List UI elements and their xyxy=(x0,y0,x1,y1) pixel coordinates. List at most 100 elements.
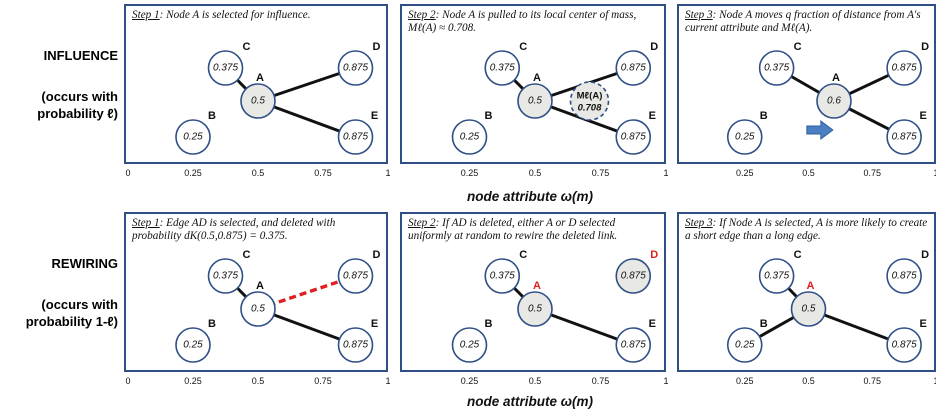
step-description: : Edge AD is selected, and deleted with … xyxy=(132,217,336,242)
axis-tick-label: 1 xyxy=(933,376,936,386)
axis-title: node attribute ω(m) xyxy=(466,394,593,409)
axis-tick-label: 0.5 xyxy=(528,168,542,178)
node-value: 0.875 xyxy=(343,340,368,351)
node-value: 0.5 xyxy=(528,96,542,107)
step-label: Step 1 xyxy=(132,9,160,21)
node-d: 0.875 D xyxy=(337,249,381,294)
axis-tick-label: 1 xyxy=(663,168,669,178)
node-value: 0.875 xyxy=(621,63,646,74)
node-label: E xyxy=(919,318,926,330)
node-value: 0.875 xyxy=(621,271,646,282)
node-d: 0.875 D xyxy=(615,41,658,86)
row-title-influence: INFLUENCE xyxy=(43,48,118,63)
panel-caption: Step 1: Node A is selected for influence… xyxy=(132,9,382,22)
panel-influence-step-1: Step 1: Node A is selected for influence… xyxy=(124,4,388,164)
node-b: 0.25 B xyxy=(451,318,493,363)
node-b: 0.25 B xyxy=(726,110,768,155)
node-c: 0.375 C xyxy=(484,41,527,86)
node-circle xyxy=(451,119,488,155)
axis-title: node attribute ω(m) xyxy=(466,189,593,204)
center-of-mass-node xyxy=(569,81,610,121)
node-value: 0.25 xyxy=(460,132,480,143)
axis-tick-label: 0.5 xyxy=(251,376,265,386)
node-label: C xyxy=(243,249,251,261)
node-label: E xyxy=(371,110,378,122)
axis-tick-label: 0.75 xyxy=(591,168,610,178)
node-circle xyxy=(615,258,652,294)
node-label: E xyxy=(919,110,926,122)
node-circle xyxy=(615,327,652,363)
node-value: 0.875 xyxy=(343,132,368,143)
node-value: 0.25 xyxy=(735,132,755,143)
node-label: B xyxy=(208,110,216,122)
node-circle xyxy=(615,50,652,86)
row-subtitle-rewiring-line1: (occurs with xyxy=(41,297,118,312)
node-c: 0.375 C xyxy=(207,41,251,86)
panel-influence-step-2: Step 2: Node A is pulled to its local ce… xyxy=(400,4,666,164)
step-label: Step 2 xyxy=(408,217,436,229)
node-a: 0.6 A xyxy=(816,72,852,119)
axis-tick-label: 0.25 xyxy=(460,376,479,386)
panel-caption: Step 1: Edge AD is selected, and deleted… xyxy=(132,217,382,243)
axis-tick-label: 0 xyxy=(125,376,131,386)
node-a: 0.5 A xyxy=(240,280,276,327)
center-of-mass-value: 0.708 xyxy=(578,103,602,114)
node-d: 0.875 D xyxy=(886,41,929,86)
node-label: D xyxy=(650,41,658,53)
node-circle xyxy=(886,327,922,363)
axis-tick-label: 0.75 xyxy=(314,168,332,178)
node-d: 0.875 D xyxy=(337,41,381,86)
node-value: 0.25 xyxy=(183,132,203,143)
panel-rewiring-step-3: Step 3: If Node A is selected, A is more… xyxy=(677,212,936,372)
node-label: D xyxy=(373,249,381,261)
panel-rewiring-step-2: Step 2: If AD is deleted, either A or D … xyxy=(400,212,666,372)
node-d: 0.875 D xyxy=(615,249,658,294)
node-circle xyxy=(758,258,795,294)
panel-caption: Step 2: Node A is pulled to its local ce… xyxy=(408,9,660,35)
node-value: 0.375 xyxy=(213,271,238,282)
node-b: 0.25 B xyxy=(451,110,493,155)
axis-tick-label: 1 xyxy=(385,168,391,178)
node-value: 0.875 xyxy=(892,63,917,74)
center-of-mass-label: Mℓ(A) xyxy=(577,91,603,102)
node-circle xyxy=(886,119,922,155)
node-circle xyxy=(517,291,553,327)
node-label: C xyxy=(794,249,802,261)
node-circle xyxy=(726,119,763,155)
node-value: 0.375 xyxy=(490,271,515,282)
node-label: C xyxy=(519,41,527,53)
node-a: 0.5 A xyxy=(790,280,827,327)
step-label: Step 1 xyxy=(132,217,160,229)
node-c: 0.375 C xyxy=(207,249,251,294)
node-label: B xyxy=(485,318,493,330)
node-circle xyxy=(484,258,521,294)
node-label: A xyxy=(256,72,264,84)
node-circle xyxy=(240,291,276,327)
axis-tick-label: 0 xyxy=(125,168,131,178)
step-label: Step 3 xyxy=(685,9,713,21)
node-circle xyxy=(758,50,795,86)
node-label: B xyxy=(760,110,768,122)
step-description: : Node A moves q fraction of distance fr… xyxy=(685,9,921,34)
axis-tick-label: 1 xyxy=(663,376,669,386)
node-value: 0.25 xyxy=(183,340,203,351)
axis-tick-label: 1 xyxy=(385,376,391,386)
node-label: A xyxy=(256,280,264,292)
axis-tick-label: 1 xyxy=(933,168,936,178)
node-value: 0.875 xyxy=(343,271,368,282)
row-subtitle-influence-line1: (occurs with xyxy=(41,89,118,104)
node-b: 0.25 B xyxy=(726,318,768,363)
node-value: 0.875 xyxy=(621,132,646,143)
step-label: Step 3 xyxy=(685,217,713,229)
panel-influence-step-3: Step 3: Node A moves q fraction of dista… xyxy=(677,4,936,164)
node-value: 0.5 xyxy=(528,304,542,315)
node-label: C xyxy=(794,41,802,53)
node-value: 0.5 xyxy=(251,96,265,107)
